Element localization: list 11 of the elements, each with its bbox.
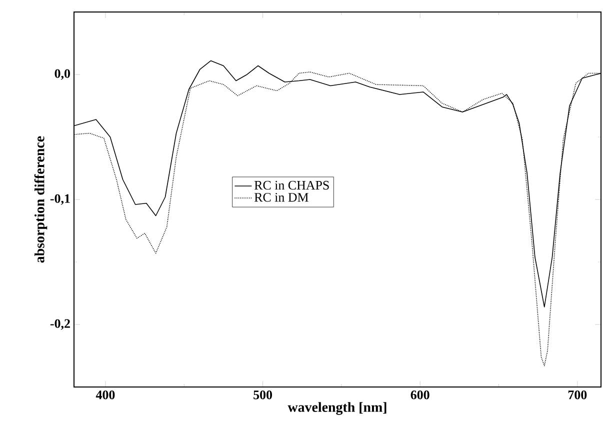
legend-label: RC in DM [254,192,308,202]
y-tick-label: -0,1 [50,194,70,205]
x-axis-title: wavelength [nm] [288,402,386,415]
x-tick-label: 500 [254,390,272,400]
y-axis-title: absorption difference [34,136,48,263]
y-tick-label: 0,0 [54,69,70,80]
x-tick-label: 600 [410,390,430,400]
x-tick-label: 700 [568,390,587,400]
legend-label: RC in CHAPS [254,180,329,190]
y-tick-label: -0,2 [50,319,70,330]
x-tick-label: 400 [96,390,115,400]
